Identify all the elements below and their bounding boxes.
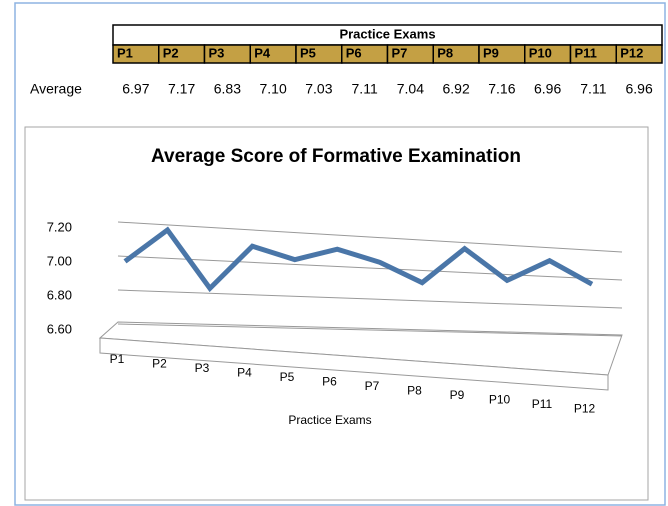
data-line — [123, 226, 594, 293]
header-label: P8 — [437, 45, 453, 60]
grid-line — [117, 255, 623, 281]
y-tick-label: 7.20 — [47, 219, 72, 234]
x-tick-label: P6 — [322, 375, 337, 389]
header-cell — [615, 44, 663, 64]
header-label: P10 — [529, 45, 552, 60]
floor-edge — [99, 337, 609, 391]
y-tick-label: 7.00 — [47, 253, 72, 268]
header-label: P7 — [392, 45, 408, 60]
x-tick-label: P11 — [532, 397, 553, 411]
header-label: P6 — [346, 45, 362, 60]
row-label: Average — [30, 81, 82, 97]
grid-line — [117, 323, 623, 337]
frame — [14, 2, 666, 506]
header-label: P11 — [575, 45, 597, 60]
table-title: Practice Exams — [339, 26, 435, 41]
y-tick-label: 6.60 — [47, 321, 72, 336]
grid-line — [117, 289, 623, 309]
cell-value: 6.96 — [626, 81, 653, 97]
cell-value: 7.16 — [488, 81, 515, 97]
x-axis-label: Practice Exams — [288, 413, 371, 427]
cell-value: 7.11 — [580, 81, 606, 97]
y-tick-label: 6.80 — [47, 287, 72, 302]
cell-value: 7.10 — [260, 81, 287, 97]
x-tick-label: P8 — [407, 384, 422, 398]
grid-line — [117, 221, 623, 253]
cell-value: 6.83 — [214, 81, 241, 97]
cell-value: 7.04 — [397, 81, 424, 97]
header-label: P2 — [163, 45, 179, 60]
x-tick-label: P2 — [152, 357, 167, 371]
x-tick-label: P10 — [489, 393, 511, 407]
cell-value: 6.92 — [443, 81, 470, 97]
x-tick-label: P1 — [110, 352, 125, 366]
header-label: P12 — [620, 45, 643, 60]
chart-area — [24, 126, 649, 501]
x-tick-label: P7 — [365, 379, 380, 393]
cell-value: 7.11 — [352, 81, 378, 97]
cell-value: 6.97 — [122, 81, 149, 97]
x-tick-label: P9 — [450, 388, 465, 402]
header-label: P9 — [483, 45, 499, 60]
x-tick-label: P3 — [195, 361, 210, 375]
chart-title: Average Score of Formative Examination — [151, 146, 521, 167]
x-tick-label: P5 — [280, 370, 295, 384]
x-tick-label: P4 — [237, 366, 252, 380]
header-label: P4 — [254, 45, 271, 60]
header-label: P3 — [209, 45, 225, 60]
cell-value: 6.96 — [534, 81, 561, 97]
cell-value: 7.17 — [168, 81, 195, 97]
header-label: P1 — [117, 45, 133, 60]
cell-value: 7.03 — [305, 81, 332, 97]
header-label: P5 — [300, 45, 316, 60]
x-tick-label: P12 — [574, 402, 596, 416]
